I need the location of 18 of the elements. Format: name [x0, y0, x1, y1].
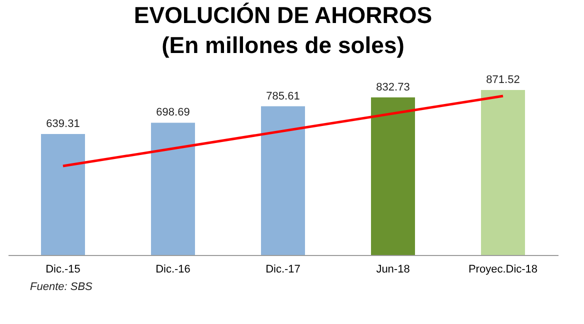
- x-tick-label: Dic.-17: [266, 264, 300, 276]
- bar: [371, 97, 415, 255]
- bar: [261, 106, 305, 255]
- x-tick-label: Dic.-16: [156, 264, 190, 276]
- data-label: 832.73: [376, 81, 410, 94]
- x-tick-label: Dic.-15: [46, 264, 80, 276]
- bar: [481, 90, 525, 255]
- data-label: 698.69: [156, 106, 190, 119]
- data-label: 871.52: [486, 74, 520, 86]
- bar: [41, 134, 85, 255]
- x-tick-label: Jun-18: [376, 264, 410, 276]
- text: EVOLUCIÓN DE AHORROS: [134, 2, 432, 28]
- data-label: 785.61: [266, 90, 300, 102]
- x-tick-label: Proyec.Dic-18: [468, 264, 538, 276]
- bar: [151, 122, 195, 255]
- source-note: Fuente: SBS: [30, 281, 94, 293]
- data-label: 639.31: [46, 118, 80, 130]
- text: (En millones de soles): [162, 32, 404, 58]
